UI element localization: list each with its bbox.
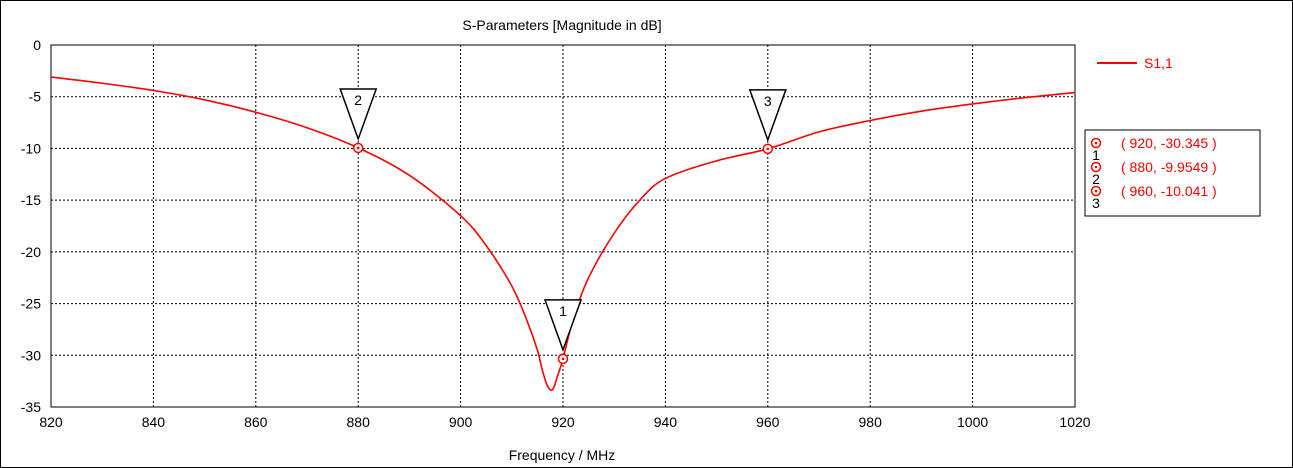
x-tick-label: 820 [39,414,63,430]
y-tick-label: -15 [21,192,41,208]
readout-value: ( 960, -10.041 ) [1121,183,1217,199]
marker-3: 3 [748,89,787,155]
x-tick-label: 980 [859,414,883,430]
x-tick-label: 960 [756,414,780,430]
x-tick-label: 940 [654,414,678,430]
marker-2: 2 [339,88,378,154]
marker-flag-triangle [339,88,378,142]
y-tick-label: -5 [29,89,42,105]
x-tick-label: 1000 [957,414,988,430]
chart-title: S-Parameters [Magnitude in dB] [462,17,661,33]
marker-dot [356,146,360,150]
x-tick-label: 1020 [1059,414,1090,430]
x-tick-label: 880 [347,414,371,430]
series-line-s11 [50,76,1076,391]
curves [50,76,1076,391]
y-tick-label: -25 [21,296,41,312]
readout-value: ( 920, -30.345 ) [1121,135,1217,151]
marker-flag-triangle [748,89,787,143]
marker-dot [766,147,770,151]
y-tick-label: -20 [21,244,41,260]
legend: S1,1 [1097,55,1173,71]
readout-marker-dot [1094,189,1098,193]
y-tick-label: 0 [33,37,41,53]
readout-value: ( 880, -9.9549 ) [1121,159,1217,175]
marker-dot [561,357,565,361]
x-axis-label: Frequency / MHz [509,447,616,463]
marker-flag-triangle [543,299,583,353]
marker-readout-box: 1 ( 920, -30.345 ) 2 ( 880, -9.9549 ) 3 ( 960… [1084,129,1261,217]
x-tick-label: 900 [449,414,473,430]
readout-box-border [1084,129,1261,217]
y-tick-label: -10 [21,140,41,156]
tick-labels: 820 840 860 880 900 920 940 960 980 1000 1020 0 -5 -1… [21,37,1091,430]
readout-marker-number: 2 [1092,171,1100,187]
markers: 1 2 3 [339,88,787,365]
readout-marker-dot [1094,165,1098,169]
marker-flag-label: 2 [354,92,362,108]
readout-marker-number: 3 [1092,195,1100,211]
y-tick-label: -30 [21,347,41,363]
x-tick-label: 840 [142,414,166,430]
marker-flag-label: 3 [764,93,772,109]
readout-marker-dot [1094,141,1098,145]
x-tick-label: 860 [244,414,268,430]
marker-flag-label: 1 [559,303,567,319]
readout-marker-number: 1 [1092,147,1100,163]
legend-label: S1,1 [1144,55,1173,71]
y-tick-label: -35 [21,399,41,415]
marker-1: 1 [543,299,583,365]
x-tick-label: 920 [551,414,575,430]
